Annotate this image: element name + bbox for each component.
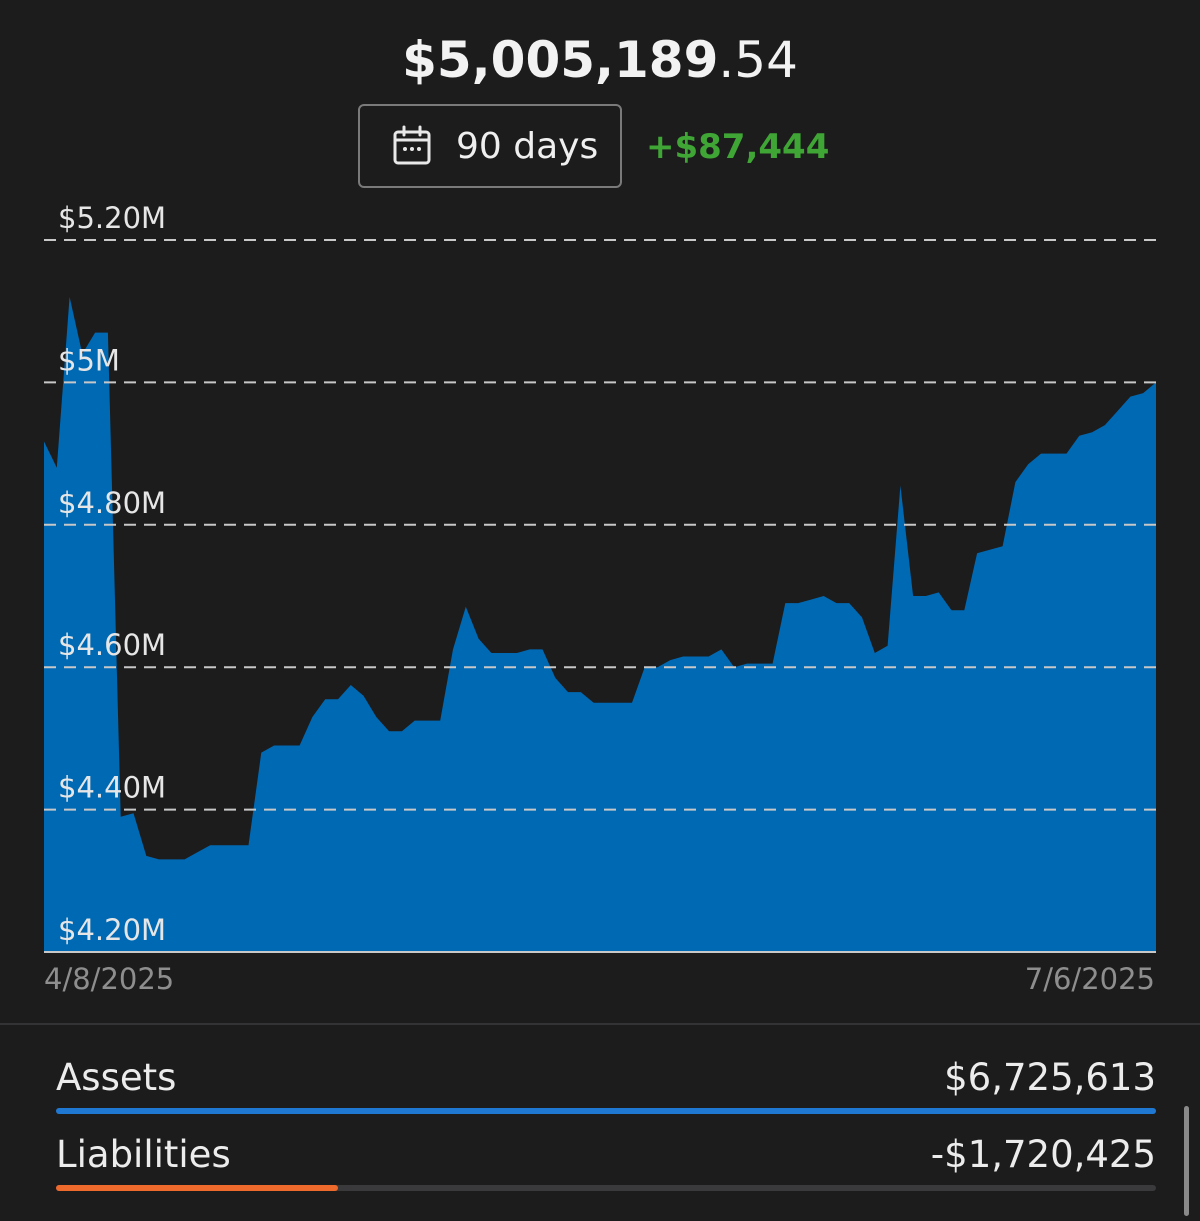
assets-bar-fill [56, 1108, 1156, 1114]
net-worth-chart[interactable]: $5.20M $5M $4.80M $4.60M $4.40M $4.20M 4/8/20… [0, 195, 1200, 995]
date-range-button[interactable]: 90 days [358, 104, 622, 188]
x-axis-start-date: 4/8/2025 [44, 962, 174, 995]
y-tick-label: $4.20M [58, 913, 166, 947]
date-range-label: 90 days [456, 125, 599, 167]
y-tick-label: $5.20M [58, 201, 166, 235]
calendar-icon [393, 125, 431, 165]
x-axis-end-date: 7/6/2025 [1025, 962, 1155, 995]
liabilities-bar-fill [56, 1185, 338, 1191]
net-worth-cents: .54 [718, 31, 798, 89]
y-tick-label: $4.60M [58, 628, 166, 662]
y-tick-label: $4.80M [58, 486, 166, 520]
period-change: +$87,444 [646, 127, 830, 167]
assets-value: $6,725,613 [944, 1056, 1156, 1099]
section-divider [0, 1023, 1200, 1025]
assets-row[interactable]: Assets $6,725,613 [56, 1056, 1156, 1116]
liabilities-value: -$1,720,425 [930, 1133, 1156, 1176]
assets-label: Assets [56, 1056, 177, 1099]
y-tick-label: $4.40M [58, 771, 166, 805]
net-worth-total: $5,005,189.54 [0, 28, 1200, 92]
liabilities-label: Liabilities [56, 1133, 231, 1176]
net-worth-whole: $5,005,189 [402, 31, 719, 89]
y-tick-label: $5M [58, 343, 120, 377]
liabilities-row[interactable]: Liabilities -$1,720,425 [56, 1133, 1156, 1193]
liabilities-bar [56, 1185, 1156, 1191]
net-worth-area [44, 297, 1156, 952]
scrollbar[interactable] [1184, 1106, 1189, 1216]
assets-bar [56, 1108, 1156, 1114]
